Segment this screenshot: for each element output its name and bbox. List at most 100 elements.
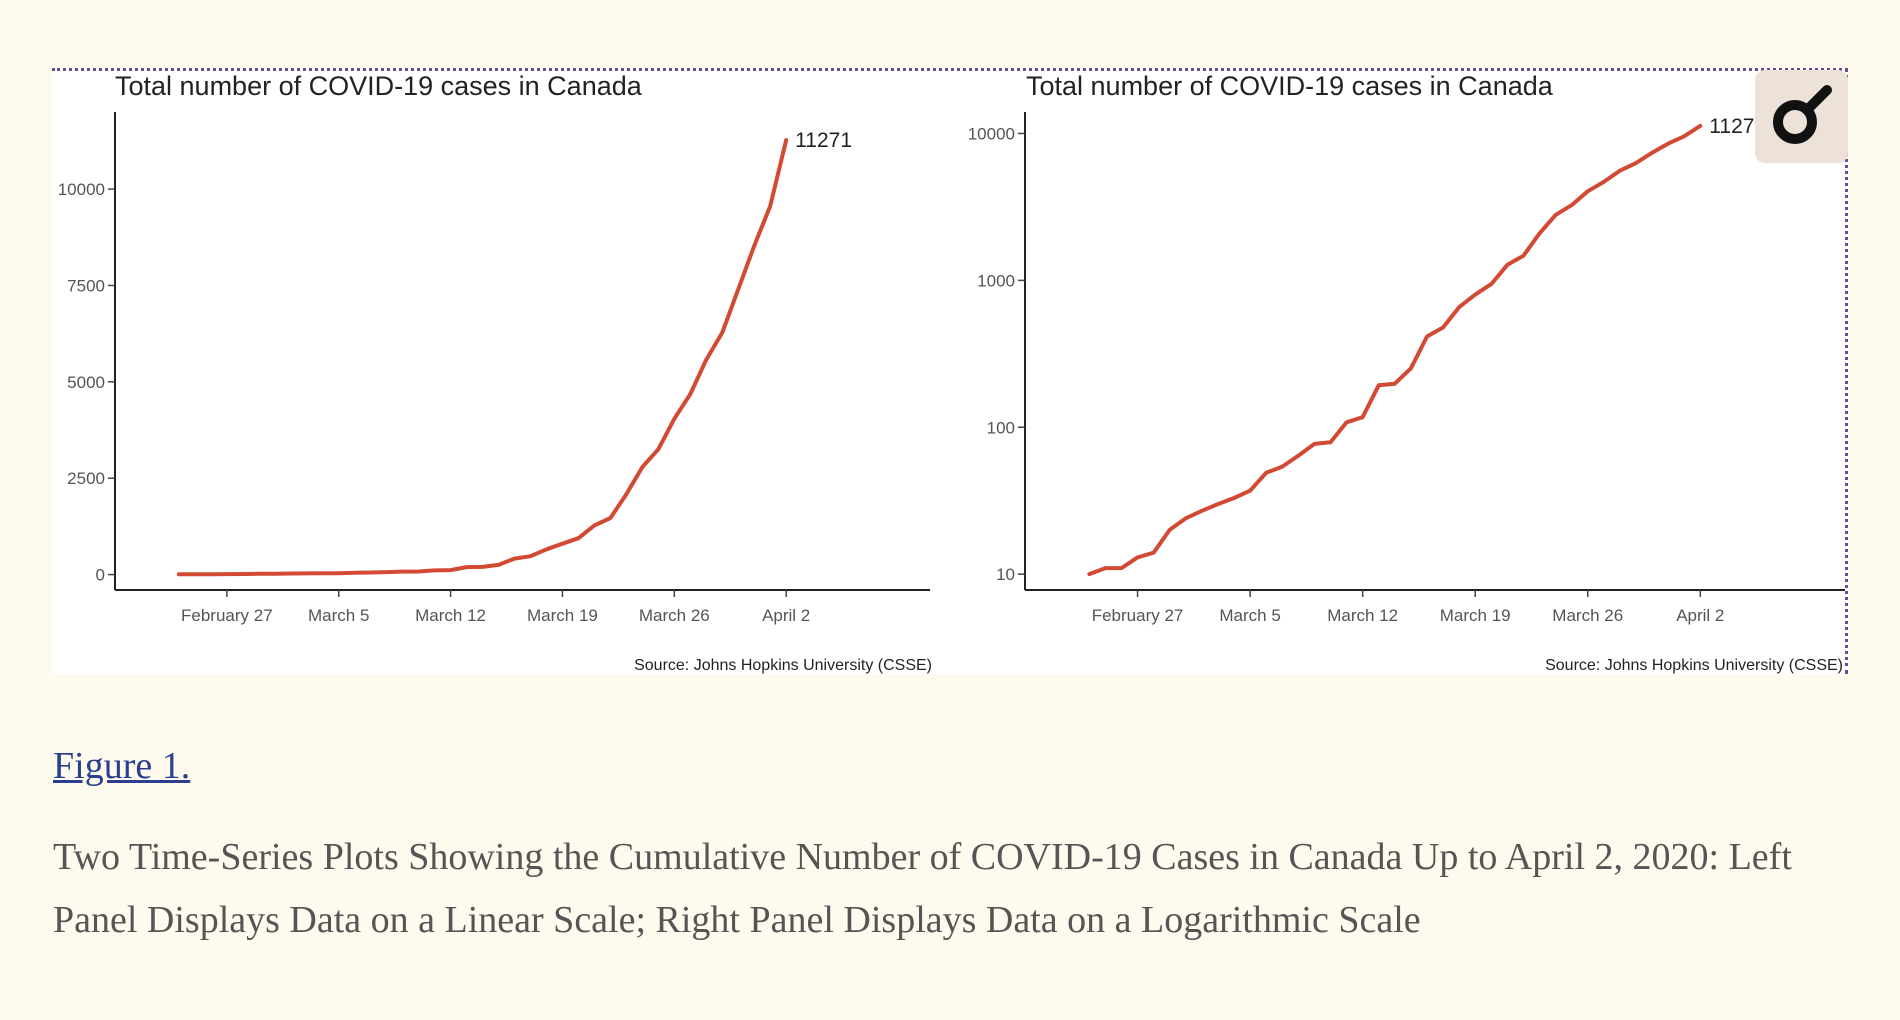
figure-caption: Two Time-Series Plots Showing the Cumula…	[53, 836, 1792, 941]
y-tick-label: 100	[987, 418, 1015, 437]
data-point	[1393, 382, 1397, 386]
y-tick-label: 1000	[977, 271, 1015, 290]
data-point	[209, 572, 213, 576]
data-point	[640, 465, 645, 469]
data-point	[1103, 566, 1107, 570]
data-point	[1152, 551, 1156, 555]
data-point	[1296, 454, 1300, 458]
zoom-button[interactable]	[1755, 70, 1848, 163]
data-point	[768, 204, 772, 208]
data-point	[1184, 516, 1188, 520]
y-tick-label: 5000	[67, 373, 105, 392]
data-point	[369, 570, 373, 575]
data-point	[496, 563, 501, 567]
data-point	[1441, 325, 1445, 330]
x-tick-label: March 12	[415, 606, 486, 625]
data-point	[1650, 151, 1654, 155]
end-value-label: 11271	[795, 129, 852, 152]
data-point	[1537, 231, 1542, 235]
data-point	[1232, 496, 1236, 500]
x-tick-label: February 27	[181, 606, 273, 625]
data-point	[1377, 383, 1381, 387]
y-tick-label: 0	[96, 566, 105, 585]
data-point	[1682, 134, 1686, 138]
data-point	[1602, 180, 1606, 184]
data-point	[624, 492, 629, 496]
data-point	[688, 392, 692, 396]
data-point	[321, 571, 325, 575]
data-point	[1087, 572, 1091, 576]
data-point	[1634, 161, 1638, 165]
data-point	[1280, 465, 1284, 469]
data-point	[752, 244, 756, 248]
data-point	[656, 447, 660, 451]
data-point	[337, 571, 341, 575]
data-point	[1473, 293, 1477, 297]
data-point	[672, 417, 676, 421]
data-point	[241, 572, 245, 576]
x-tick-label: March 26	[1552, 606, 1623, 625]
data-point	[1328, 440, 1333, 444]
data-point	[736, 287, 740, 291]
x-tick-label: March 19	[527, 606, 598, 625]
data-point	[1618, 169, 1622, 173]
data-point	[576, 536, 581, 540]
data-point	[257, 572, 261, 576]
y-tick-label: 10	[996, 565, 1015, 584]
y-tick-label: 7500	[67, 276, 105, 295]
x-tick-label: March 5	[308, 606, 369, 625]
data-point	[1345, 420, 1349, 424]
data-point	[720, 330, 724, 335]
data-point	[401, 570, 405, 574]
figure-link[interactable]: Figure 1.	[53, 745, 191, 787]
data-point	[512, 557, 517, 561]
data-point	[1312, 442, 1316, 446]
chart-title-2: Total number of COVID-19 cases in Canada	[1026, 71, 1554, 101]
data-point	[417, 569, 421, 574]
data-point	[225, 572, 229, 576]
data-point	[305, 571, 309, 576]
x-tick-label: February 27	[1092, 606, 1184, 625]
data-point	[385, 570, 389, 574]
data-point	[1361, 415, 1365, 419]
data-point	[592, 523, 597, 528]
magnifier-icon	[1773, 85, 1832, 144]
x-tick-label: March 19	[1440, 606, 1511, 625]
data-point	[1554, 213, 1558, 217]
data-point	[528, 554, 533, 558]
data-point	[784, 138, 788, 142]
series-line-1	[176, 138, 789, 577]
data-point	[273, 572, 277, 576]
data-point	[1489, 282, 1493, 286]
charts-svg: Total number of COVID-19 cases in Canada…	[58, 71, 1845, 674]
data-point	[1135, 555, 1140, 560]
data-point	[544, 547, 549, 551]
x-tick-label: March 26	[639, 606, 710, 625]
data-point	[433, 568, 437, 573]
source-note: Source: Johns Hopkins University (CSSE)	[634, 657, 932, 674]
y-tick-label: 10000	[58, 180, 105, 199]
source-note: Source: Johns Hopkins University (CSSE)	[1545, 657, 1843, 674]
data-point	[1248, 489, 1252, 493]
data-point	[465, 565, 469, 569]
chart-title-1: Total number of COVID-19 cases in Canada	[115, 71, 643, 101]
data-point	[1409, 366, 1413, 370]
data-point	[1521, 254, 1525, 258]
x-tick-label: March 5	[1219, 606, 1280, 625]
y-tick-label: 2500	[67, 469, 105, 488]
x-tick-label: April 2	[1676, 606, 1724, 625]
data-point	[560, 542, 565, 546]
data-point	[480, 565, 485, 569]
data-point	[1425, 334, 1429, 339]
data-point	[193, 572, 197, 576]
data-point	[704, 358, 708, 362]
data-point	[608, 516, 613, 520]
data-point	[1570, 203, 1574, 207]
x-tick-label: March 12	[1327, 606, 1398, 625]
data-point	[1457, 305, 1461, 309]
data-point	[1505, 263, 1509, 267]
data-point	[1666, 142, 1670, 146]
data-point	[1168, 528, 1172, 532]
data-point	[1264, 471, 1268, 475]
series-line-2	[1087, 123, 1703, 577]
